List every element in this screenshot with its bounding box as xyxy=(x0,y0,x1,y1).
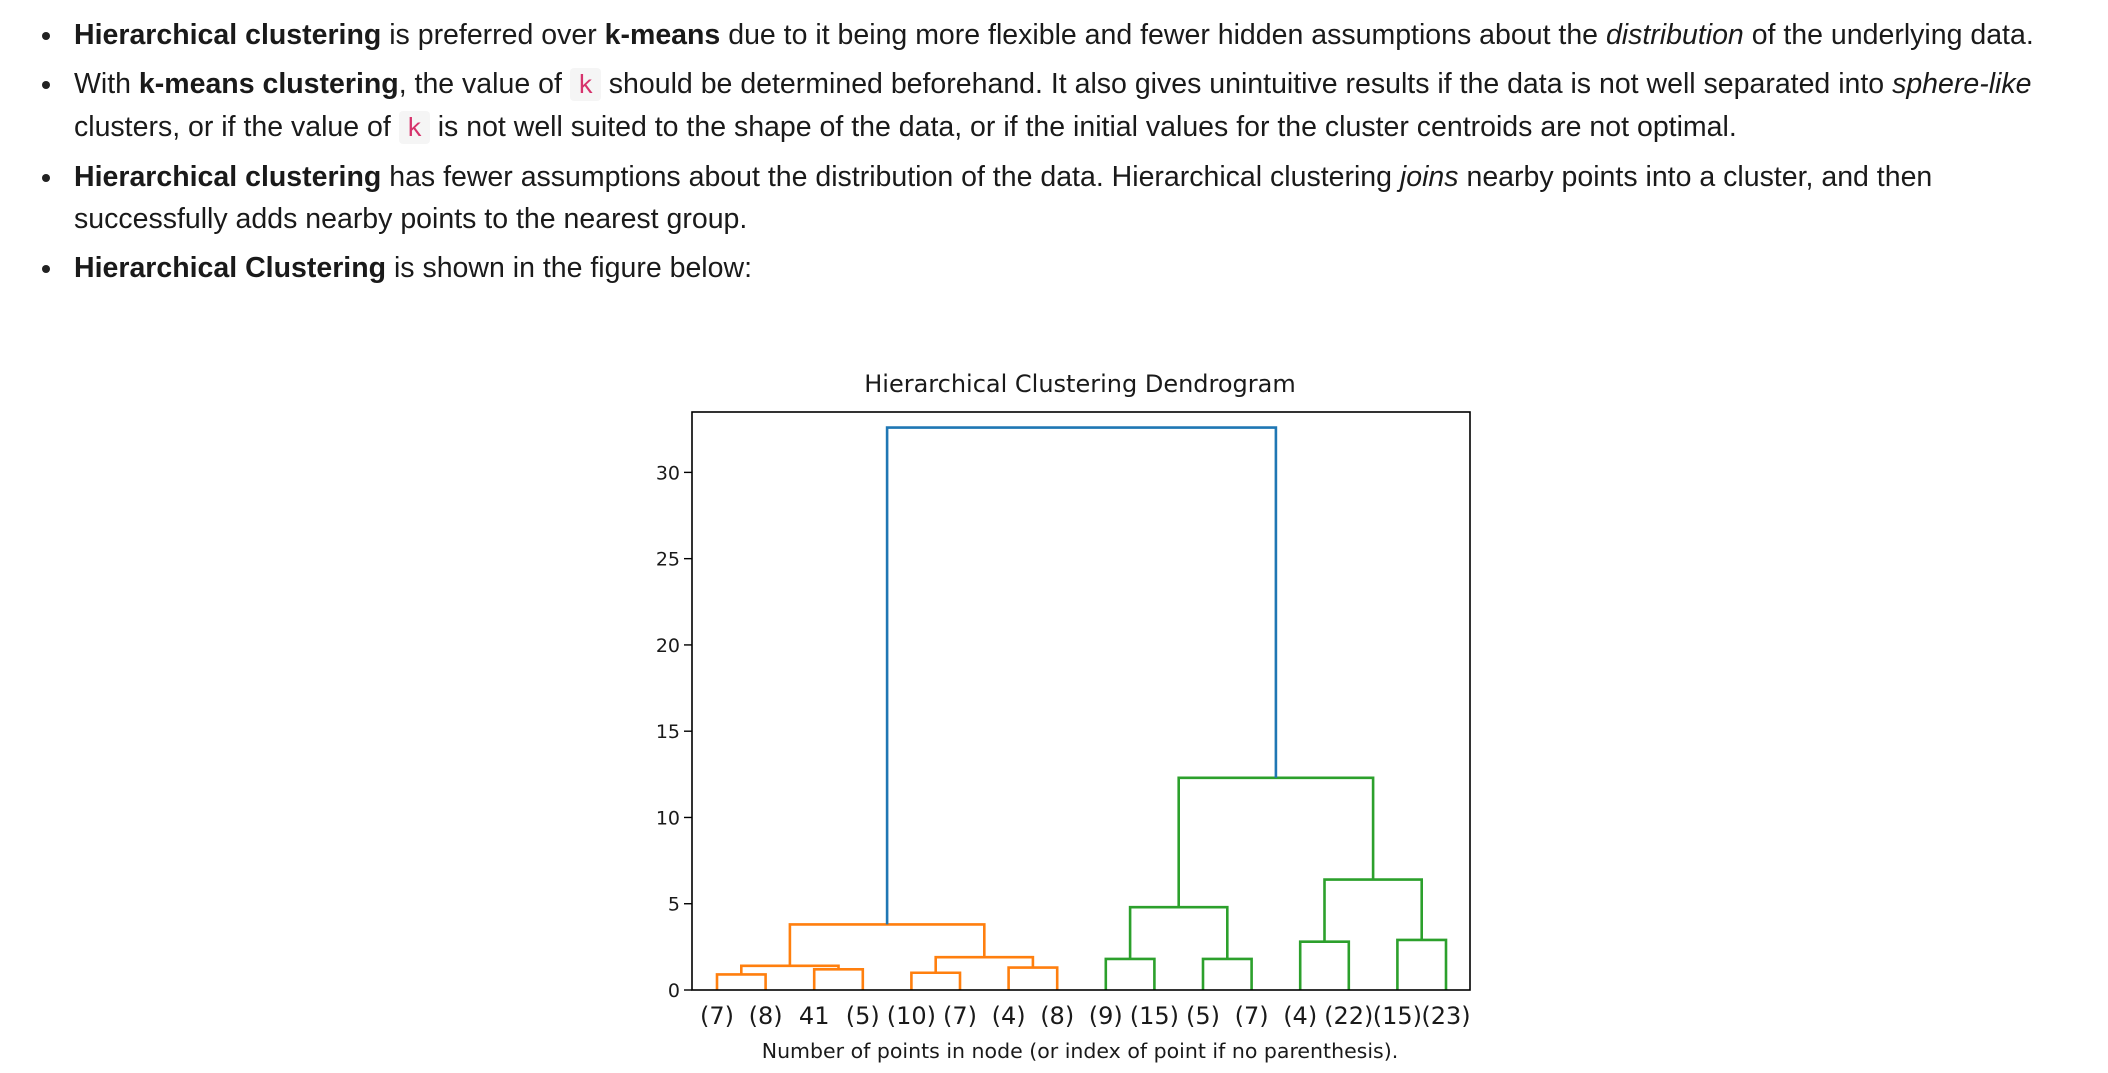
italic-text: sphere-like xyxy=(1892,68,2032,100)
dendrogram-link xyxy=(1128,905,1229,959)
dendrogram-link xyxy=(715,973,767,990)
y-tick-label: 25 xyxy=(656,549,680,571)
text-run: clusters, or if the value of xyxy=(74,111,399,143)
dendrogram-link xyxy=(1007,966,1059,990)
bullet-text: Hierarchical clustering is preferred ove… xyxy=(74,19,2034,51)
text-run: nearby points into a cluster, and then s… xyxy=(74,161,1933,235)
bullet-item: With k-means clustering, the value of k … xyxy=(0,63,2108,149)
chart-title: Hierarchical Clustering Dendrogram xyxy=(864,370,1296,398)
dendrogram-chart: Hierarchical Clustering Dendrogram 0 5 10 1… xyxy=(656,370,1471,1063)
y-tick-label: 15 xyxy=(656,721,680,743)
italic-text: distribution xyxy=(1605,19,1744,51)
leaf-label: 41 xyxy=(799,1002,830,1030)
leaf-label: (8) xyxy=(1040,1002,1074,1030)
dendrogram-link xyxy=(1396,938,1448,990)
dendrogram-links xyxy=(715,426,1448,990)
bullet-item: Hierarchical Clustering is shown in the … xyxy=(0,247,2108,289)
bullet-dot xyxy=(42,81,50,89)
leaf-label: (7) xyxy=(700,1002,734,1030)
inline-code: k xyxy=(398,111,430,144)
dendrogram-link xyxy=(1201,957,1253,990)
bullet-text: With k-means clustering, the value of k … xyxy=(74,68,2032,144)
dendrogram-link xyxy=(934,955,1035,973)
y-tick-label: 20 xyxy=(656,635,680,657)
leaf-label: (5) xyxy=(1186,1002,1220,1030)
leaf-label: (22) xyxy=(1324,1002,1373,1030)
leaf-label: (9) xyxy=(1089,1002,1123,1030)
y-tick-label: 0 xyxy=(668,980,680,1002)
inline-code: k xyxy=(569,68,601,101)
leaf-label: (8) xyxy=(749,1002,783,1030)
leaf-label: (10) xyxy=(887,1002,936,1030)
leaf-label: (4) xyxy=(992,1002,1026,1030)
leaf-label: (23) xyxy=(1421,1002,1470,1030)
bullet-item: Hierarchical clustering is preferred ove… xyxy=(0,14,2108,56)
leaf-label: (7) xyxy=(1235,1002,1269,1030)
text-run: , the value of xyxy=(398,68,570,100)
bullet-dot xyxy=(42,32,50,40)
text-run: With xyxy=(74,68,139,100)
y-tick-label: 5 xyxy=(668,894,680,916)
x-axis: (7) (8) 41 (5) (10) (7) (4) (8) (9) (15) (5) (7) (4)… xyxy=(700,1002,1471,1030)
y-axis: 0 5 10 15 20 25 30 xyxy=(656,462,692,1002)
leaf-label: (15) xyxy=(1373,1002,1422,1030)
x-axis-label: Number of points in node (or index of po… xyxy=(762,1039,1399,1063)
dendrogram-link xyxy=(885,426,1278,925)
dendrogram-link xyxy=(1104,957,1156,990)
text-run: has fewer assumptions about the distribu… xyxy=(381,161,1400,193)
bullet-dot xyxy=(42,174,50,182)
dendrogram-link xyxy=(1323,878,1423,942)
bold-text: k-means clustering xyxy=(138,68,399,100)
bullet-text: Hierarchical Clustering is shown in the … xyxy=(74,252,752,284)
y-tick-label: 10 xyxy=(656,807,680,829)
leaf-label: (7) xyxy=(943,1002,977,1030)
text-run: is shown in the figure below: xyxy=(386,252,752,284)
text-run: is preferred over xyxy=(381,19,605,51)
dendrogram-link xyxy=(812,967,865,990)
dendrogram-link xyxy=(1177,776,1375,908)
dendrogram-link xyxy=(910,971,962,990)
bullet-dot xyxy=(42,265,50,273)
bullet-item: Hierarchical clustering has fewer assump… xyxy=(0,156,2108,240)
dendrogram-link xyxy=(1298,940,1351,990)
bold-text: Hierarchical clustering xyxy=(74,19,382,51)
dendrogram-figure: Hierarchical Clustering Dendrogram 0 5 10 1… xyxy=(620,360,1500,1068)
dendrogram-link xyxy=(740,964,840,975)
leaf-label: (4) xyxy=(1283,1002,1317,1030)
italic-text: joins xyxy=(1399,161,1459,193)
leaf-label: (5) xyxy=(846,1002,880,1030)
leaf-label: (15) xyxy=(1130,1002,1179,1030)
text-run: is not well suited to the shape of the d… xyxy=(429,111,1737,143)
y-tick-label: 30 xyxy=(656,462,680,484)
text-run: due to it being more flexible and fewer … xyxy=(720,19,1606,51)
plot-frame xyxy=(691,411,1471,991)
bullet-text: Hierarchical clustering has fewer assump… xyxy=(74,161,1932,235)
bold-text: Hierarchical Clustering xyxy=(74,252,387,284)
bold-text: k-means xyxy=(604,19,721,51)
bold-text: Hierarchical clustering xyxy=(74,161,382,193)
dendrogram-link xyxy=(788,923,986,966)
text-run: of the underlying data. xyxy=(1743,19,2034,51)
bullet-list: Hierarchical clustering is preferred ove… xyxy=(0,14,2108,296)
text-run: should be determined beforehand. It also… xyxy=(600,68,1893,100)
